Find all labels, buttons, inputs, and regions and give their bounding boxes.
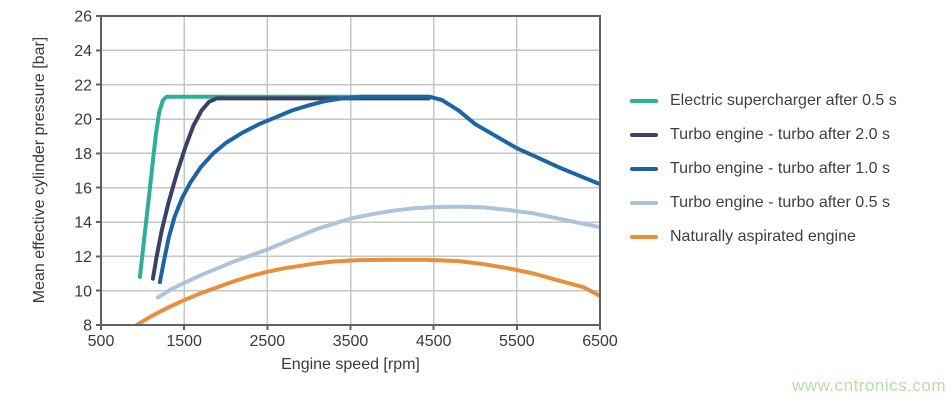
- legend-label: Naturally aspirated engine: [670, 228, 856, 245]
- legend-label: Turbo engine - turbo after 1.0 s: [670, 160, 890, 177]
- y-tick-label: 14: [74, 215, 92, 232]
- series-line: [134, 257, 600, 325]
- x-tick-label: 5500: [499, 333, 535, 350]
- x-axis-title: Engine speed [rpm]: [281, 356, 420, 373]
- watermark-text: www.cntronics.com: [792, 376, 946, 395]
- legend-item: Turbo engine - turbo after 0.5 s: [630, 193, 897, 213]
- legend-item: Electric supercharger after 0.5 s: [630, 91, 897, 111]
- series-group: [134, 94, 600, 325]
- y-axis-title: Mean effective cylinder pressure [bar]: [31, 36, 48, 304]
- y-tick-label: 18: [74, 146, 92, 163]
- x-tick-label: 2500: [250, 333, 286, 350]
- legend-label: Turbo engine - turbo after 0.5 s: [670, 194, 890, 211]
- series-line: [155, 204, 600, 300]
- series-line: [137, 94, 429, 279]
- y-tick-label: 24: [74, 43, 92, 60]
- y-tick-label: 16: [74, 180, 92, 197]
- legend-label: Turbo engine - turbo after 2.0 s: [670, 126, 890, 143]
- legend-item: Turbo engine - turbo after 2.0 s: [630, 125, 897, 145]
- x-tick-label: 1500: [166, 333, 202, 350]
- legend: Electric supercharger after 0.5 s Turbo e…: [630, 91, 897, 247]
- y-tick-label: 26: [74, 9, 92, 26]
- y-tick-label: 10: [74, 283, 92, 300]
- x-tick-label: 4500: [416, 333, 452, 350]
- y-tick-label: 8: [83, 318, 92, 335]
- gridlines: [101, 16, 600, 325]
- x-tick-label: 3500: [333, 333, 369, 350]
- legend-item: Turbo engine - turbo after 1.0 s: [630, 159, 897, 179]
- x-tick-label: 6500: [582, 333, 618, 350]
- legend-swatch: [630, 167, 658, 171]
- series-line: [150, 96, 431, 281]
- x-tick-label: 500: [88, 333, 115, 350]
- tick-labels: 500 1500 2500 3500 4500 5500 6500 8 10 12 14 16 18 20…: [74, 9, 618, 350]
- series-line: [157, 94, 600, 285]
- legend-swatch: [630, 133, 658, 137]
- y-tick-label: 12: [74, 249, 92, 266]
- legend-item: Naturally aspirated engine: [630, 227, 897, 247]
- y-tick-label: 22: [74, 77, 92, 94]
- legend-label: Electric supercharger after 0.5 s: [670, 92, 897, 109]
- tick-marks: [96, 15, 601, 330]
- legend-swatch: [630, 235, 658, 239]
- legend-swatch: [630, 201, 658, 205]
- legend-swatch: [630, 99, 658, 103]
- y-tick-label: 20: [74, 112, 92, 129]
